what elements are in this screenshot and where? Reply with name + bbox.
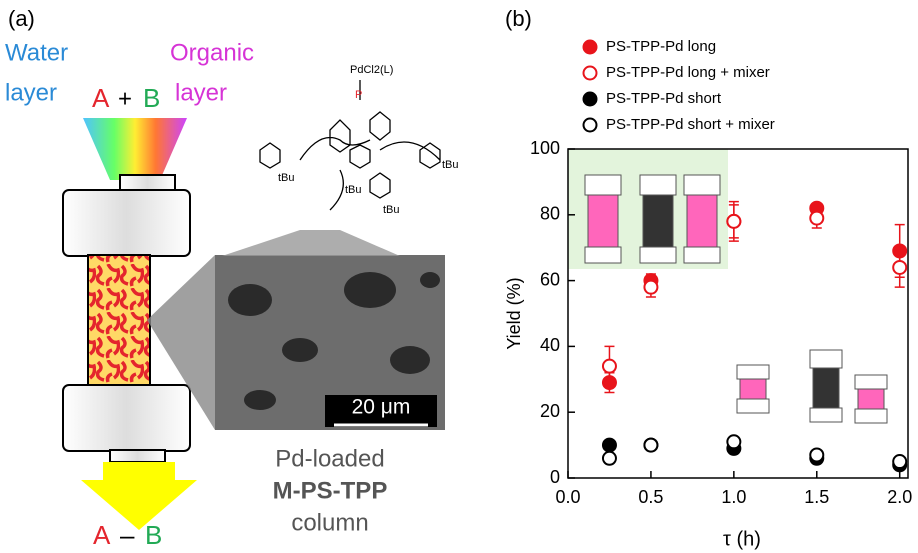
caption: column	[291, 509, 368, 536]
phosphorus: P	[355, 89, 362, 101]
y-tick-label: 60	[540, 269, 560, 289]
plus: +	[118, 85, 132, 112]
water-label: layer	[5, 79, 57, 106]
panel-b: (b) 0 20 40 60 80 100 0.0 0.5 1.0 1.5 2.0 τ (h) Yield…	[504, 6, 912, 550]
y-tick-label: 80	[540, 204, 560, 224]
y-tick-label: 0	[550, 467, 560, 487]
x-tick-label: 1.5	[804, 487, 829, 507]
point	[643, 279, 659, 295]
x-axis-label: τ (h)	[723, 528, 761, 550]
y-tick-label: 20	[540, 401, 560, 421]
organic-label: Organic	[170, 39, 254, 66]
flange	[62, 384, 191, 452]
tbu: tBu	[278, 172, 295, 184]
zoom	[222, 230, 400, 256]
water-label: Water	[5, 39, 68, 66]
scale-label: 20 μm	[352, 396, 411, 419]
point	[892, 259, 908, 275]
inflow	[83, 118, 187, 180]
panel-a: (a) Water layer Organic layer A + B A – …	[5, 6, 459, 550]
legend-label: PS-TPP-Pd long + mixer	[606, 64, 770, 81]
ligand-label: PdCl2(L)	[350, 64, 393, 76]
monolith	[87, 254, 151, 388]
x-tick-label: 1.0	[721, 487, 746, 507]
legend-label: PS-TPP-Pd short	[606, 90, 722, 107]
reactant: B	[143, 83, 160, 113]
reactant: A	[92, 83, 110, 113]
structure	[259, 80, 441, 211]
tbu: tBu	[345, 184, 362, 196]
caption: Pd-loaded	[275, 445, 384, 472]
point	[601, 358, 617, 374]
point	[601, 450, 617, 466]
inset-columns	[584, 174, 888, 424]
point	[726, 213, 742, 229]
marker	[582, 65, 598, 81]
x-tick-label: 0.5	[638, 487, 663, 507]
marker	[582, 91, 598, 107]
point	[892, 454, 908, 470]
legend-label: PS-TPP-Pd long	[606, 38, 716, 55]
x-tick-label: 0.0	[555, 487, 580, 507]
product: A	[93, 520, 111, 550]
panel-label: (b)	[505, 6, 532, 31]
dash: –	[120, 520, 135, 550]
organic-label: layer	[175, 79, 227, 106]
tbu: tBu	[383, 204, 400, 216]
x-tick-label: 2.0	[887, 487, 912, 507]
point	[643, 437, 659, 453]
cap	[109, 449, 166, 463]
point	[809, 447, 825, 463]
panel-label: (a)	[8, 6, 35, 31]
y-axis-label: Yield (%)	[504, 277, 524, 349]
point	[809, 210, 825, 226]
plot-frame	[567, 148, 909, 479]
zoom	[147, 255, 215, 430]
marker	[582, 39, 598, 55]
marker	[582, 117, 598, 133]
tbu: tBu	[442, 159, 459, 171]
legend-label: PS-TPP-Pd short + mixer	[606, 116, 775, 133]
point	[726, 434, 742, 450]
outflow	[81, 462, 197, 530]
y-tick-label: 40	[540, 335, 560, 355]
product: B	[145, 520, 162, 550]
scale-box	[325, 395, 437, 427]
caption: M-PS-TPP	[273, 477, 388, 504]
point	[601, 437, 617, 453]
y-tick-label: 100	[530, 138, 560, 158]
flange	[62, 189, 191, 257]
